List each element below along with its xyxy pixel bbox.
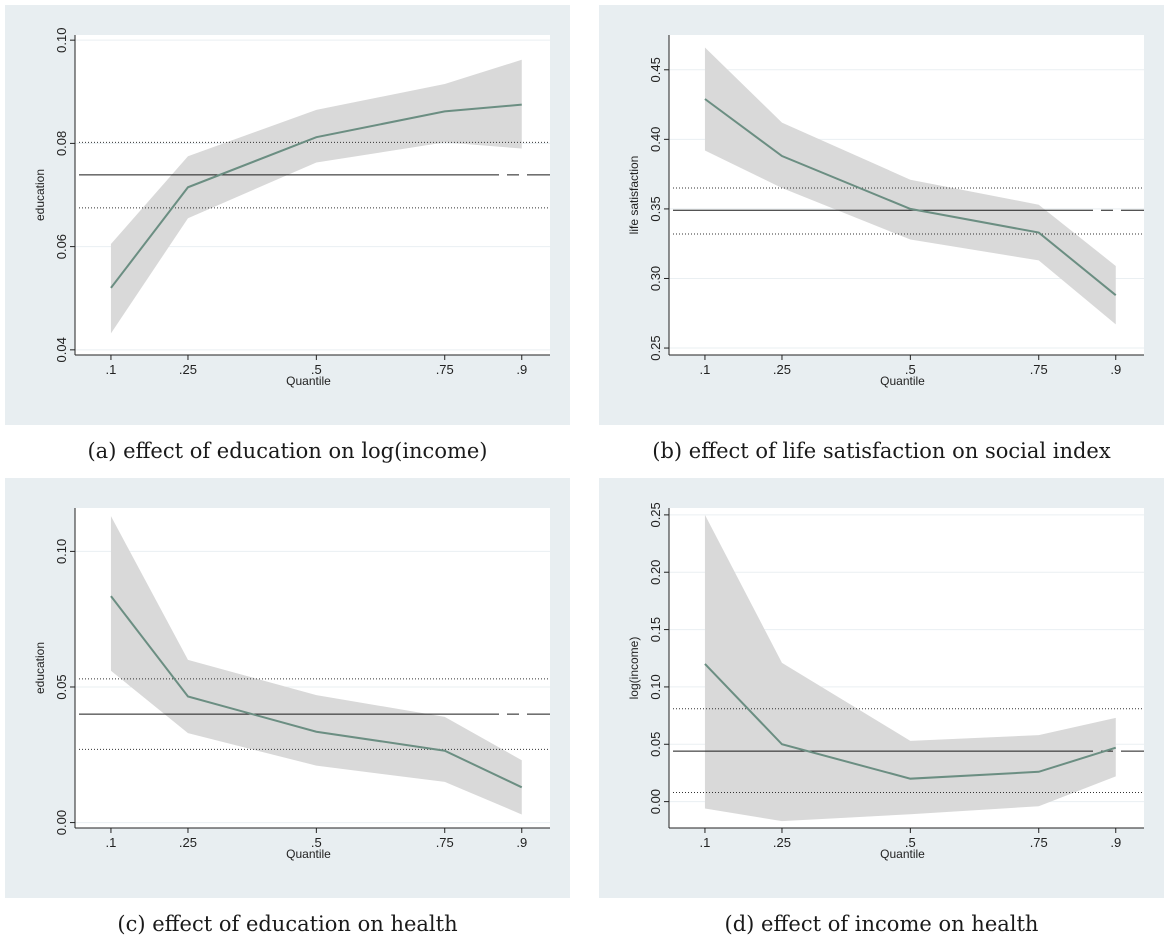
- y-axis-title: education: [33, 642, 47, 694]
- x-tick-label: .25: [773, 362, 791, 377]
- chart-b: 0.25 0.30 0.35 0.40 0.45 .1 .25 .5 .75 .9 Quantile…: [599, 5, 1164, 425]
- x-tick-label: .9: [1110, 362, 1121, 377]
- confidence-band: [110, 59, 522, 334]
- x-tick-label: .75: [1030, 835, 1048, 850]
- x-tick-label: .75: [436, 362, 454, 377]
- y-axis-title: life satisfaction: [627, 156, 641, 235]
- y-axis-title: education: [33, 169, 47, 221]
- chart-d: 0.00 0.05 0.10 0.15 0.20 0.25 .1 .25 .5 .75 .9 Quan…: [599, 478, 1164, 898]
- x-tick-label: .5: [905, 362, 916, 377]
- x-tick-label: .5: [905, 835, 916, 850]
- y-tick-label: 0.00: [54, 810, 69, 835]
- panel-a: 0.04 0.06 0.08 0.10 .1 .25 .5 .75 .9 Quantile educ…: [5, 5, 570, 463]
- confidence-band: [110, 516, 522, 815]
- x-tick-label: .1: [700, 835, 711, 850]
- y-tick-label: 0.25: [648, 335, 663, 360]
- confidence-band: [704, 514, 1116, 822]
- y-tick-label: 0.08: [54, 131, 69, 156]
- x-tick-label: .1: [700, 362, 711, 377]
- caption-b: (b) effect of life satisfaction on socia…: [652, 439, 1111, 463]
- x-tick-label: .25: [179, 835, 197, 850]
- x-axis-title: Quantile: [880, 374, 925, 388]
- x-axis-title: Quantile: [286, 374, 331, 388]
- caption-d: (d) effect of income on health: [724, 912, 1039, 936]
- x-tick-label: .1: [106, 835, 117, 850]
- y-tick-label: 0.10: [648, 674, 663, 699]
- panel-c: 0.00 0.05 0.10 .1 .25 .5 .75 .9 Quantile educatio…: [5, 478, 570, 936]
- x-tick-label: .5: [311, 835, 322, 850]
- y-tick-label: 0.04: [54, 337, 69, 362]
- quantile-estimate-line: [704, 98, 1117, 296]
- x-axis-title: Quantile: [286, 847, 331, 861]
- caption-c: (c) effect of education on health: [117, 912, 458, 936]
- chart-a: 0.04 0.06 0.08 0.10 .1 .25 .5 .75 .9 Quantile educ…: [5, 5, 570, 425]
- y-tick-label: 0.10: [54, 539, 69, 564]
- y-tick-label: 0.05: [54, 674, 69, 699]
- quantile-estimate-line: [110, 595, 523, 789]
- y-tick-label: 0.45: [648, 57, 663, 82]
- x-axis-title: Quantile: [880, 847, 925, 861]
- y-tick-label: 0.35: [648, 196, 663, 221]
- y-tick-label: 0.25: [648, 502, 663, 527]
- y-tick-label: 0.05: [648, 732, 663, 757]
- x-tick-label: .5: [311, 362, 322, 377]
- x-tick-label: .75: [436, 835, 454, 850]
- quantile-estimate-line: [704, 663, 1117, 780]
- x-tick-label: .9: [516, 835, 527, 850]
- panel-d: 0.00 0.05 0.10 0.15 0.20 0.25 .1 .25 .5 .75 .9 Quan…: [599, 478, 1164, 936]
- panel-b: 0.25 0.30 0.35 0.40 0.45 .1 .25 .5 .75 .9 Quantile…: [599, 5, 1164, 463]
- caption-a: (a) effect of education on log(income): [87, 439, 488, 463]
- x-tick-label: .25: [773, 835, 791, 850]
- y-tick-label: 0.20: [648, 560, 663, 585]
- y-tick-label: 0.06: [54, 234, 69, 259]
- x-tick-label: .25: [179, 362, 197, 377]
- y-tick-label: 0.15: [648, 617, 663, 642]
- y-tick-label: 0.30: [648, 266, 663, 291]
- y-tick-label: 0.40: [648, 127, 663, 152]
- confidence-band: [704, 47, 1116, 325]
- x-tick-label: .9: [516, 362, 527, 377]
- y-tick-label: 0.00: [648, 789, 663, 814]
- x-tick-label: .75: [1030, 362, 1048, 377]
- y-axis-title: log(income): [627, 637, 641, 700]
- chart-c: 0.00 0.05 0.10 .1 .25 .5 .75 .9 Quantile educatio…: [5, 478, 570, 898]
- quantile-estimate-line: [110, 103, 522, 289]
- x-tick-label: .1: [106, 362, 117, 377]
- y-tick-label: 0.10: [54, 28, 69, 53]
- x-tick-label: .9: [1110, 835, 1121, 850]
